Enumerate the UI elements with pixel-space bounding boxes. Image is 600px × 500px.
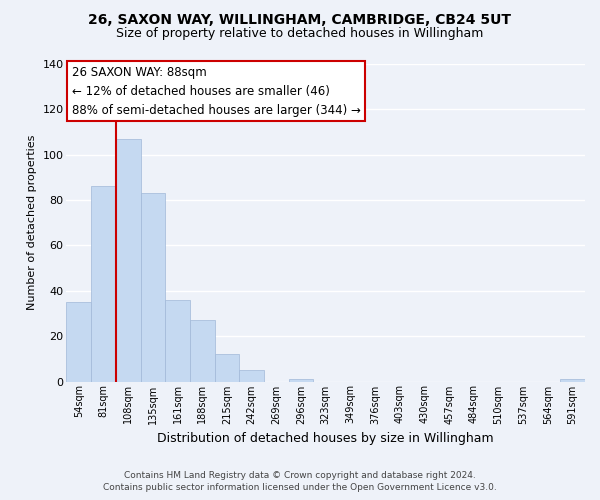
Bar bbox=[165, 300, 190, 382]
X-axis label: Distribution of detached houses by size in Willingham: Distribution of detached houses by size … bbox=[157, 432, 494, 445]
Text: 26, SAXON WAY, WILLINGHAM, CAMBRIDGE, CB24 5UT: 26, SAXON WAY, WILLINGHAM, CAMBRIDGE, CB… bbox=[89, 12, 511, 26]
Bar bbox=[560, 379, 585, 382]
Bar bbox=[140, 194, 165, 382]
Text: Contains HM Land Registry data © Crown copyright and database right 2024.
Contai: Contains HM Land Registry data © Crown c… bbox=[103, 471, 497, 492]
Bar bbox=[116, 139, 140, 382]
Text: 26 SAXON WAY: 88sqm
← 12% of detached houses are smaller (46)
88% of semi-detach: 26 SAXON WAY: 88sqm ← 12% of detached ho… bbox=[71, 66, 361, 116]
Bar bbox=[67, 302, 91, 382]
Bar bbox=[239, 370, 264, 382]
Bar bbox=[91, 186, 116, 382]
Y-axis label: Number of detached properties: Number of detached properties bbox=[27, 135, 37, 310]
Bar bbox=[289, 379, 313, 382]
Text: Size of property relative to detached houses in Willingham: Size of property relative to detached ho… bbox=[116, 28, 484, 40]
Bar bbox=[215, 354, 239, 382]
Bar bbox=[190, 320, 215, 382]
